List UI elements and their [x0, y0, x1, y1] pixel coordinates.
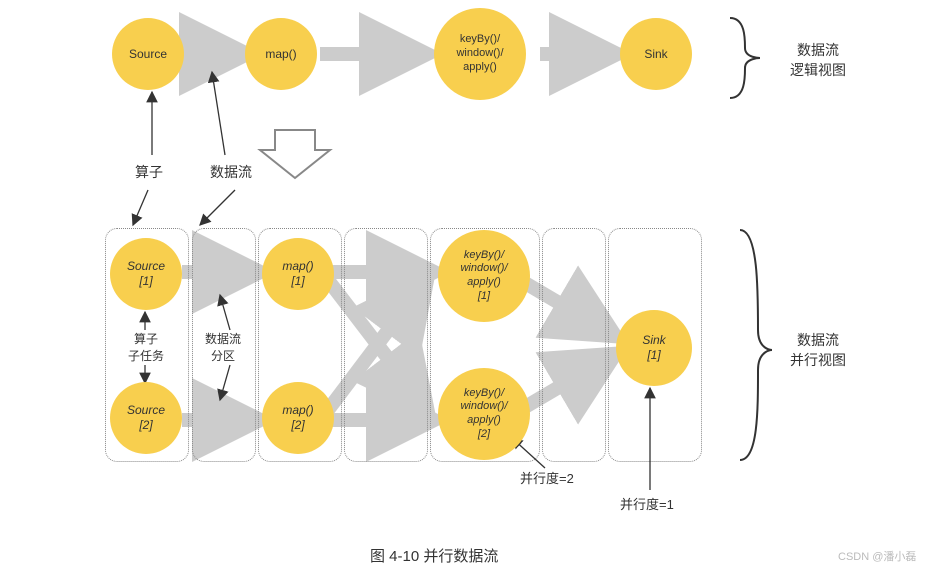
node-map1: map() [1] [262, 238, 334, 310]
label-operator-subtask-text: 算子 子任务 [128, 332, 164, 363]
label-parallelism-1-text: 并行度=1 [620, 497, 674, 512]
node-source1: Source [1] [110, 238, 182, 310]
label-parallelism-1: 并行度=1 [620, 494, 674, 513]
label-operator: 算子 [135, 162, 163, 182]
watermark: CSDN @潘小磊 [838, 548, 916, 564]
node-keyby1: keyBy()/ window()/ apply() [1] [438, 230, 530, 322]
node-keyby: keyBy()/ window()/ apply() [434, 8, 526, 100]
node-map: map() [245, 18, 317, 90]
node-sink1-label: Sink [1] [642, 333, 665, 363]
figure-caption-text: 图 4-10 并行数据流 [370, 548, 498, 565]
node-map-label: map() [265, 47, 296, 62]
box-flow2 [344, 228, 428, 462]
label-operator-subtask: 算子 子任务 [128, 330, 164, 364]
label-dataflow-text: 数据流 [210, 164, 252, 180]
label-dataflow-partition: 数据流 分区 [205, 330, 241, 364]
node-keyby2: keyBy()/ window()/ apply() [2] [438, 368, 530, 460]
box-flow3 [542, 228, 606, 462]
node-sink-label: Sink [644, 47, 667, 62]
node-keyby-label: keyBy()/ window()/ apply() [456, 33, 503, 74]
node-map2: map() [2] [262, 382, 334, 454]
label-dataflow: 数据流 [210, 162, 252, 182]
watermark-text: CSDN @潘小磊 [838, 551, 916, 563]
node-map2-label: map() [2] [282, 403, 313, 433]
node-source: Source [112, 18, 184, 90]
node-map1-label: map() [1] [282, 259, 313, 289]
node-source-label: Source [129, 47, 167, 62]
label-logical-view: 数据流 逻辑视图 [790, 40, 846, 80]
label-operator-text: 算子 [135, 164, 163, 180]
label-dataflow-partition-text: 数据流 分区 [205, 332, 241, 363]
node-keyby2-label: keyBy()/ window()/ apply() [2] [460, 387, 507, 442]
node-sink: Sink [620, 18, 692, 90]
node-source1-label: Source [1] [127, 259, 165, 289]
label-parallel-view-text: 数据流 并行视图 [790, 332, 846, 368]
figure-caption: 图 4-10 并行数据流 [370, 545, 498, 566]
label-logical-view-text: 数据流 逻辑视图 [790, 42, 846, 78]
label-parallelism-2: 并行度=2 [520, 468, 574, 487]
label-parallel-view: 数据流 并行视图 [790, 330, 846, 370]
node-keyby1-label: keyBy()/ window()/ apply() [1] [460, 249, 507, 304]
label-parallelism-2-text: 并行度=2 [520, 471, 574, 486]
node-source2: Source [2] [110, 382, 182, 454]
node-sink1: Sink [1] [616, 310, 692, 386]
node-source2-label: Source [2] [127, 403, 165, 433]
